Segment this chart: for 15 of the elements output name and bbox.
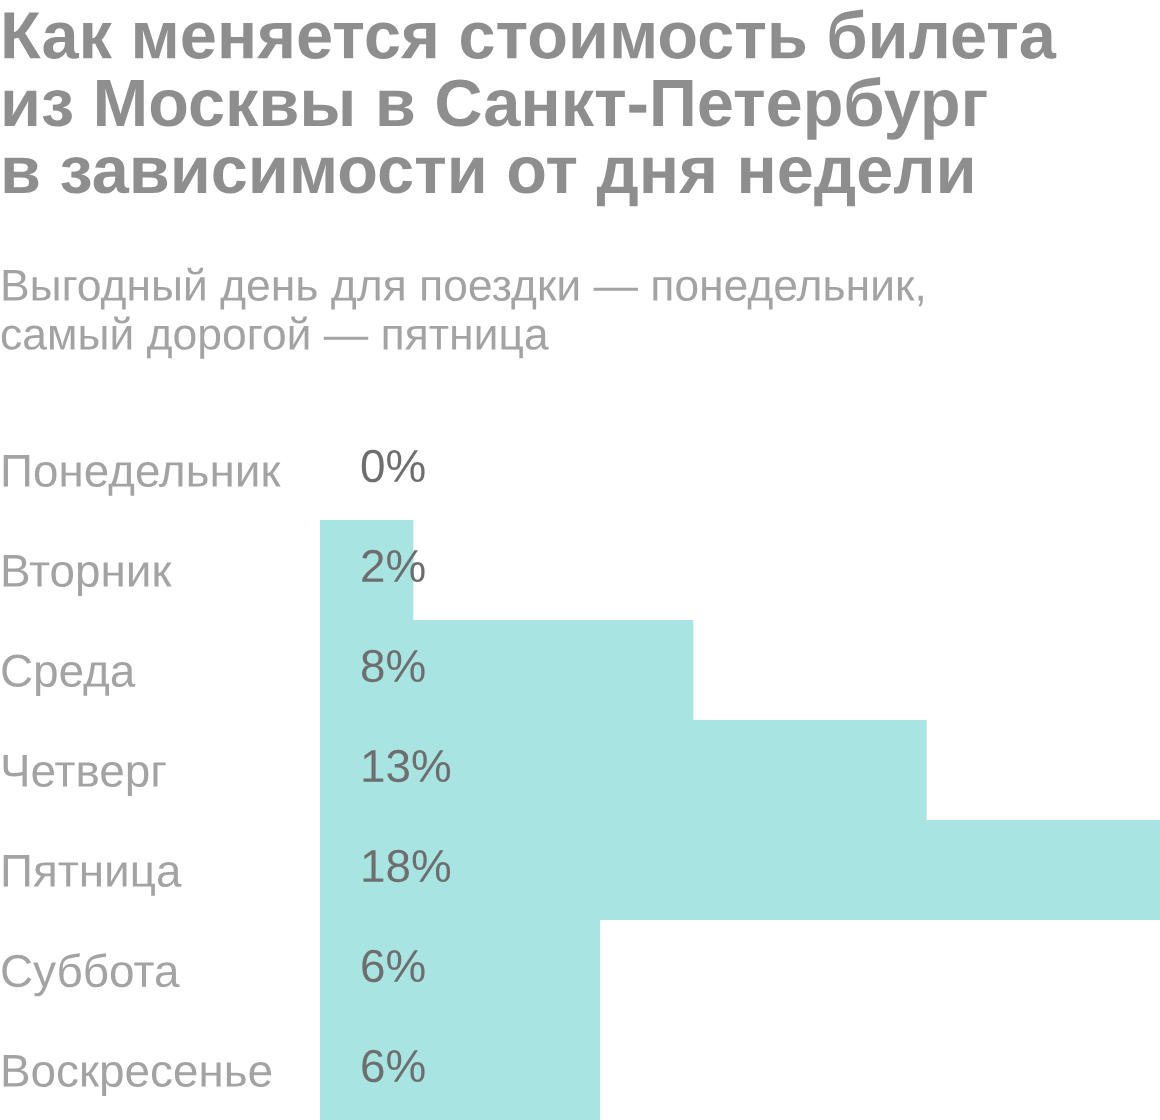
y-tick-label: Понедельник xyxy=(3,455,281,496)
y-tick-label: Вторник xyxy=(3,555,172,597)
chart-title: Как меняется стоимость билета из Москвы в Санкт-Петербург в зависимости от дня недели xyxy=(4,9,1057,207)
y-tick-label: Воскресенье xyxy=(3,1055,272,1097)
data-label: 8% xyxy=(361,649,425,683)
y-tick-label: Среда xyxy=(2,654,136,697)
data-label: 6% xyxy=(362,949,425,983)
y-tick-label: Пятница xyxy=(3,855,182,896)
y-tick-label: Суббота xyxy=(2,953,180,997)
data-label: 18% xyxy=(363,849,451,883)
data-label: 6% xyxy=(362,1049,425,1083)
chart-subtitle: Выгодный день для поездки — понедельник, самый дорогой — пятница xyxy=(1,267,923,359)
data-label: 13% xyxy=(363,749,451,783)
data-label: 0% xyxy=(361,449,425,483)
y-tick-label: Четверг xyxy=(3,755,166,797)
